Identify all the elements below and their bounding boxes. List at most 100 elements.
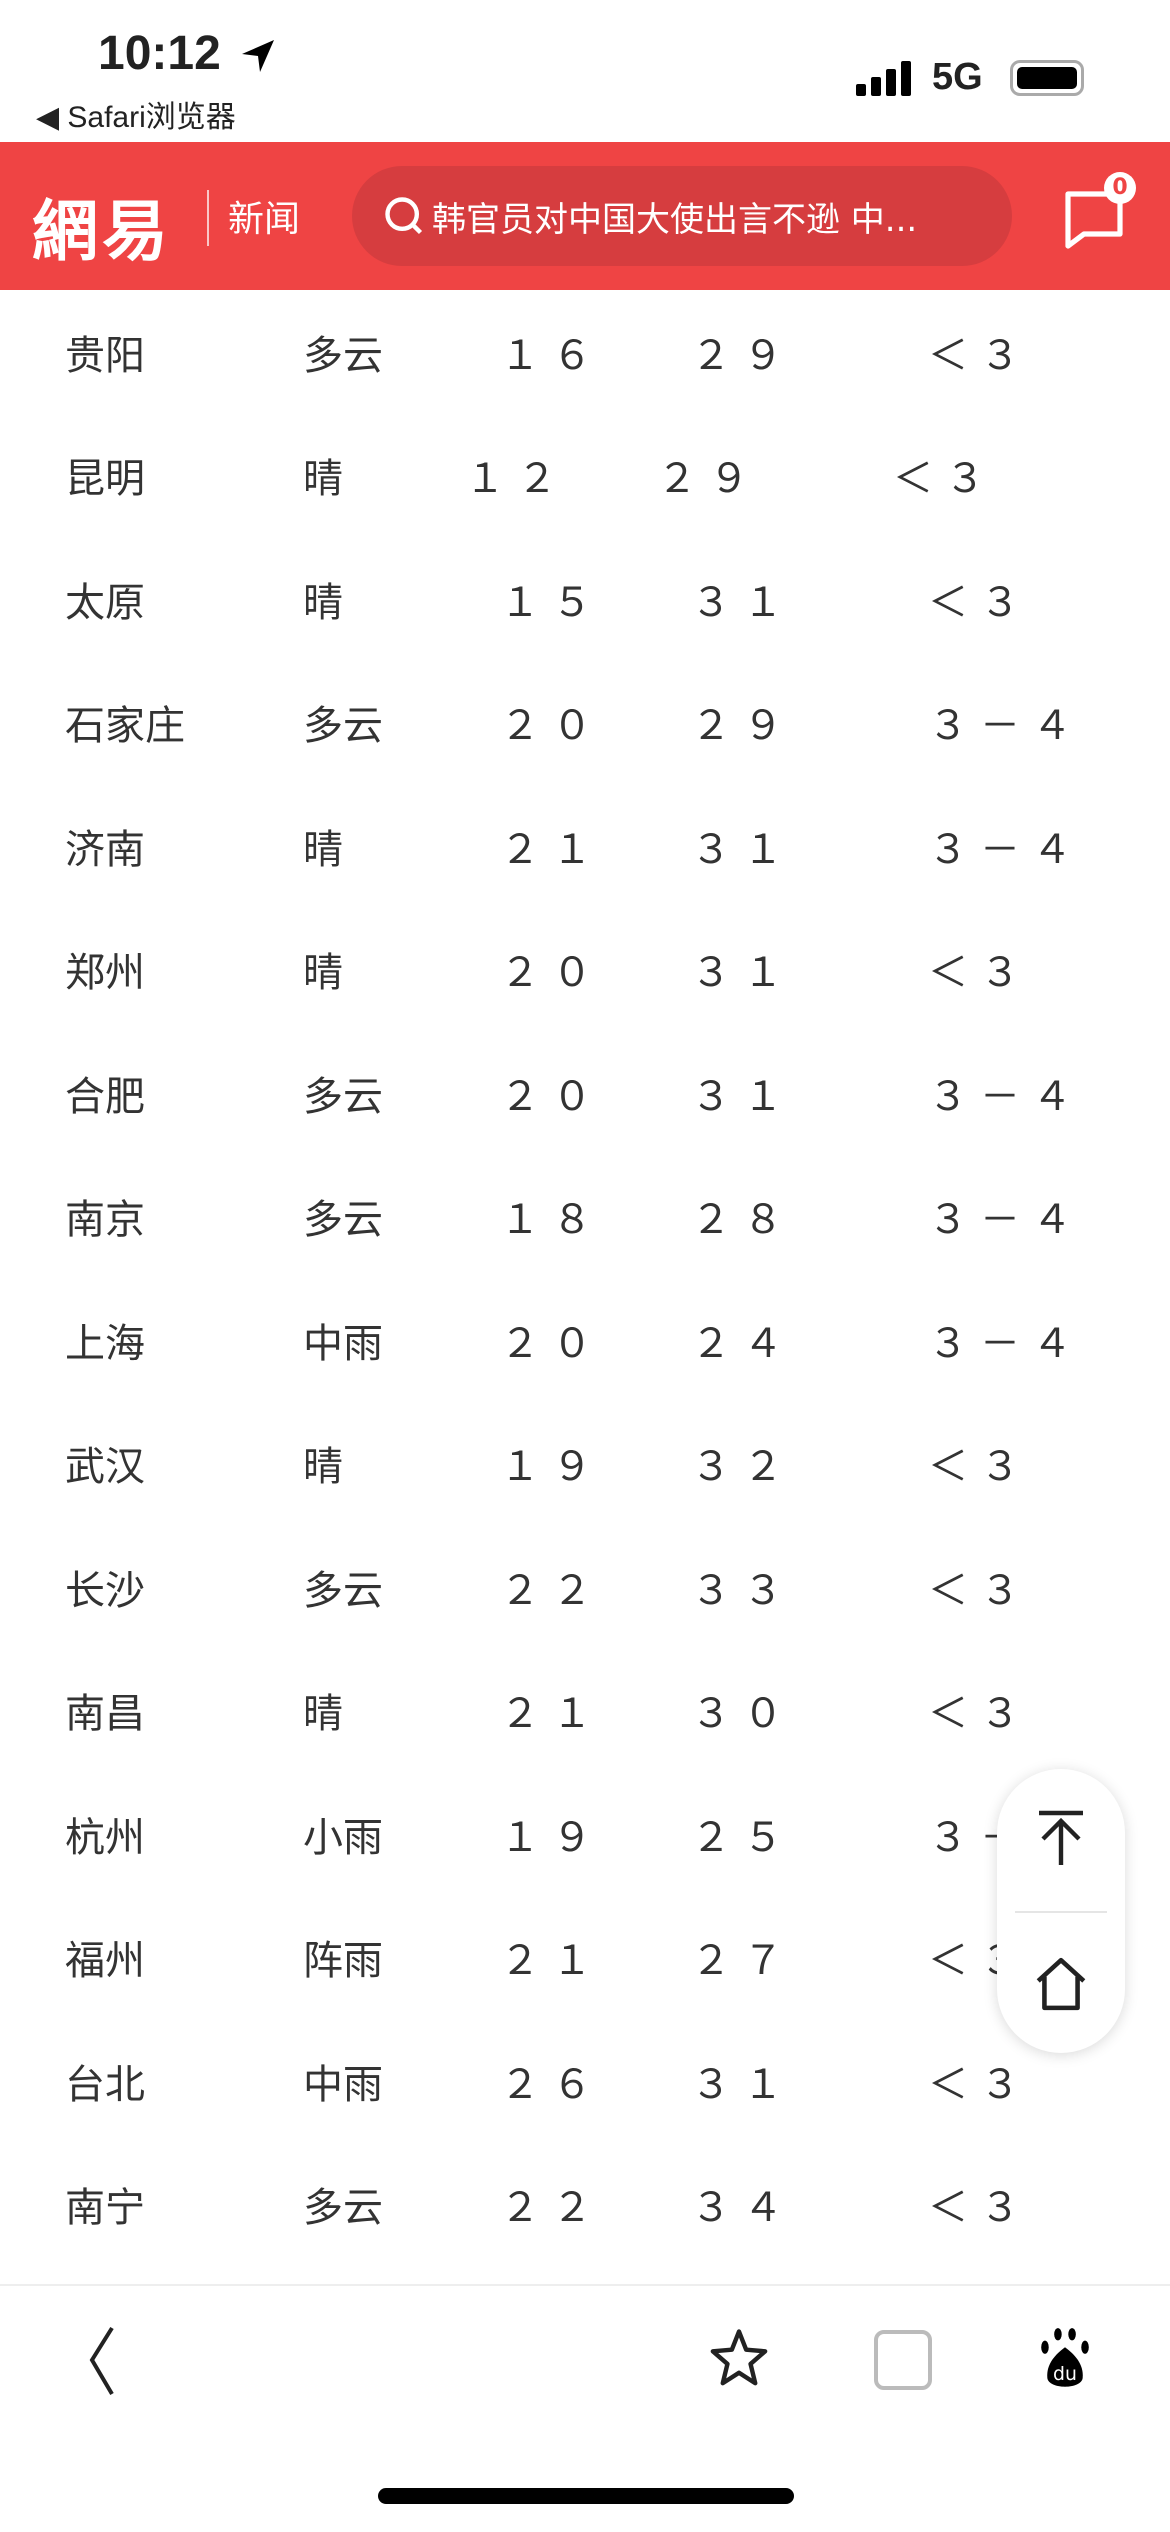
back-icon[interactable]	[82, 2326, 122, 2396]
city-cell: 郑州	[65, 950, 145, 997]
wind-cell: ＜３	[928, 1444, 1032, 1491]
high-temp-cell: ３０	[691, 1691, 795, 1738]
low-temp-cell: ２２	[500, 1567, 604, 1614]
search-placeholder: 韩官员对中国大使出言不逊 中...	[432, 199, 918, 240]
status-bar: 10:12 ◀ Safari浏览器 5G	[0, 0, 1170, 142]
home-indicator	[378, 2488, 794, 2504]
high-temp-cell: ３２	[691, 1444, 795, 1491]
city-cell: 台北	[65, 2061, 145, 2108]
high-temp-cell: ３１	[691, 826, 795, 873]
high-temp-cell: ２９	[691, 332, 795, 379]
tabs-icon[interactable]	[874, 2330, 932, 2390]
city-cell: 福州	[65, 1938, 145, 1985]
weather-cell: 多云	[303, 1197, 383, 1244]
wind-cell: ＜３	[928, 1567, 1032, 1614]
weather-cell: 晴	[303, 826, 343, 873]
table-row: 贵阳 多云 １６ ２９ ＜３	[0, 290, 1170, 414]
low-temp-cell: ２１	[500, 826, 604, 873]
home-button[interactable]	[997, 1913, 1125, 2053]
low-temp-cell: ２０	[500, 1073, 604, 1120]
table-row: 长沙 多云 ２２ ３３ ＜３	[0, 1525, 1170, 1649]
weather-cell: 晴	[303, 1691, 343, 1738]
search-bar[interactable]: 韩官员对中国大使出言不逊 中...	[352, 166, 1012, 266]
weather-table: 贵阳 多云 １６ ２９ ＜３ 昆明晴 １２ ２９ ＜３ 太原晴 １５ ３１ ＜３ 石家庄 多云 ２０ ２９ ３－４…	[0, 290, 1170, 2266]
signal-icon	[856, 60, 911, 96]
city-cell: 贵阳	[65, 332, 145, 379]
back-to-top-button[interactable]	[997, 1769, 1125, 1909]
high-temp-cell: ３１	[691, 579, 795, 626]
weather-cell: 多云	[303, 1073, 383, 1120]
weather-cell: 中雨	[303, 2061, 383, 2108]
weather-cell: 多云	[303, 2185, 383, 2232]
city-cell: 南昌	[65, 1691, 145, 1738]
netease-logo[interactable]: 網易	[32, 192, 172, 270]
city-cell: 杭州	[65, 1814, 145, 1861]
weather-cell: 晴	[303, 456, 343, 503]
location-arrow-icon	[242, 40, 274, 72]
table-row: 南京 多云 １８ ２８ ３－４	[0, 1155, 1170, 1279]
high-temp-cell: ３３	[691, 1567, 795, 1614]
table-row: 上海 中雨 ２０ ２４ ３－４	[0, 1278, 1170, 1402]
wind-cell: ３－４	[928, 1073, 1084, 1120]
battery-icon	[1010, 60, 1084, 96]
low-temp-cell: １６	[500, 332, 604, 379]
wind-cell: ＜３	[928, 2185, 1032, 2232]
weather-cell: 小雨	[303, 1814, 383, 1861]
weather-cell: 多云	[303, 1567, 383, 1614]
back-app-label: Safari浏览器	[67, 101, 236, 134]
low-temp-cell: １５	[500, 579, 604, 626]
low-temp-cell: ２１	[500, 1691, 604, 1738]
table-row: 南宁 多云 ２２ ３４ ＜３	[0, 2143, 1170, 2267]
low-temp-cell: １２	[465, 456, 569, 503]
city-cell: 南京	[65, 1197, 145, 1244]
table-row: 南昌 晴 ２１ ３０ ＜３	[0, 1649, 1170, 1773]
city-cell: 济南	[65, 826, 145, 873]
high-temp-cell: ２７	[691, 1938, 795, 1985]
table-row: 合肥 多云 ２０ ３１ ３－４	[0, 1031, 1170, 1155]
high-temp-cell: ２９	[691, 703, 795, 750]
star-icon[interactable]	[706, 2326, 772, 2392]
weather-cell: 多云	[303, 332, 383, 379]
high-temp-cell: ３１	[691, 1073, 795, 1120]
message-badge: 0	[1104, 172, 1136, 204]
table-row: 石家庄 多云 ２０ ２９ ３－４	[0, 661, 1170, 785]
city-cell: 上海	[65, 1320, 145, 1367]
svg-text:du: du	[1053, 2364, 1077, 2385]
low-temp-cell: ２０	[500, 1320, 604, 1367]
city-cell: 太原	[65, 579, 145, 626]
wind-cell: ＜３	[928, 1691, 1032, 1738]
low-temp-cell: ２１	[500, 1938, 604, 1985]
weather-cell: 晴	[303, 950, 343, 997]
site-header: 網易 新闻 韩官员对中国大使出言不逊 中... 0	[0, 142, 1170, 290]
high-temp-cell: ３１	[691, 950, 795, 997]
channel-link[interactable]: 新闻	[228, 199, 301, 240]
high-temp-cell: ２９	[657, 456, 761, 503]
weather-cell: 多云	[303, 703, 383, 750]
table-row: 台北 中雨 ２６ ３１ ＜３	[0, 2019, 1170, 2143]
high-temp-cell: ２４	[691, 1320, 795, 1367]
wind-cell: ３－４	[928, 1197, 1084, 1244]
city-cell: 武汉	[65, 1444, 145, 1491]
baidu-icon[interactable]: du	[1036, 2326, 1094, 2392]
network-type: 5G	[932, 56, 983, 98]
weather-cell: 阵雨	[303, 1938, 383, 1985]
low-temp-cell: ２０	[500, 703, 604, 750]
table-row: 福州 阵雨 ２１ ２７ ＜３	[0, 1896, 1170, 2020]
wind-cell: ３－４	[928, 826, 1084, 873]
low-temp-cell: １９	[500, 1444, 604, 1491]
wind-cell: ＜３	[928, 579, 1032, 626]
wind-cell: ３－４	[928, 1320, 1084, 1367]
city-cell: 昆明	[65, 456, 145, 503]
high-temp-cell: ２８	[691, 1197, 795, 1244]
low-temp-cell: ２６	[500, 2061, 604, 2108]
weather-cell: 晴	[303, 579, 343, 626]
back-to-app-link[interactable]: ◀ Safari浏览器	[36, 101, 236, 134]
low-temp-cell: ２２	[500, 2185, 604, 2232]
floating-actions	[997, 1769, 1125, 2053]
table-row: 郑州 晴 ２０ ３１ ＜３	[0, 908, 1170, 1032]
weather-cell: 中雨	[303, 1320, 383, 1367]
city-cell: 长沙	[65, 1567, 145, 1614]
home-icon	[1036, 1957, 1086, 2011]
city-cell: 南宁	[65, 2185, 145, 2232]
low-temp-cell: １９	[500, 1814, 604, 1861]
